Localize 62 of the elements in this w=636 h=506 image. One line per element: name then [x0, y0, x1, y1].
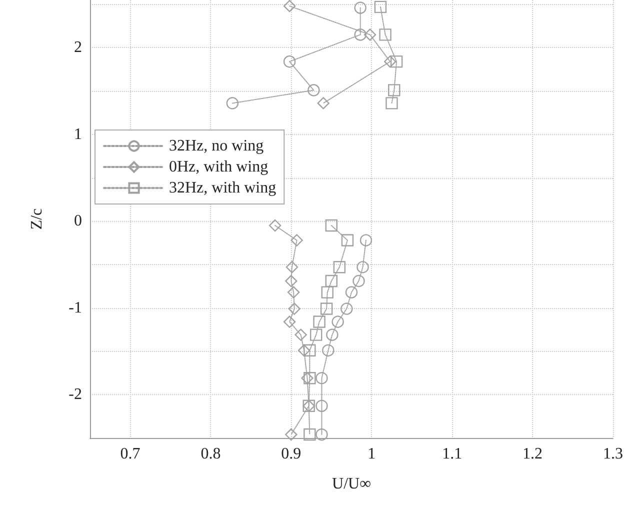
x-tick-label: 1.1: [442, 446, 462, 462]
point: [341, 234, 354, 246]
point: [390, 55, 403, 68]
point: [304, 372, 316, 384]
point: [285, 274, 298, 288]
point: [322, 344, 334, 356]
y-tick-label: -1: [68, 299, 82, 316]
point: [310, 328, 322, 341]
point: [352, 274, 365, 288]
point: [321, 286, 334, 298]
point: [304, 428, 316, 441]
legend-label: 0Hz, with wing: [169, 158, 268, 176]
point: [290, 234, 303, 246]
point: [294, 328, 307, 341]
point: [345, 286, 358, 298]
y-axis-title: Z/c: [28, 208, 46, 230]
point: [354, 28, 366, 41]
x-tick-label: 0.8: [200, 446, 221, 462]
point: [388, 84, 400, 96]
point: [360, 234, 372, 246]
point: [325, 219, 338, 232]
y-tick-label: 0: [74, 212, 82, 230]
point: [285, 428, 298, 441]
point: [317, 97, 330, 110]
point: [283, 0, 296, 12]
point: [304, 344, 316, 356]
point: [313, 316, 326, 328]
point: [288, 302, 300, 315]
point: [356, 261, 369, 274]
x-tick-label: 0.9: [281, 446, 302, 462]
y-tick-label: 1: [74, 126, 82, 143]
point: [374, 0, 387, 14]
y-tick-label: 2: [74, 39, 82, 56]
point: [340, 302, 353, 315]
point: [308, 84, 320, 96]
point: [379, 28, 392, 41]
point: [316, 428, 328, 441]
x-tick-label: 1.3: [603, 446, 623, 462]
x-axis-title: U/U∞: [332, 476, 371, 492]
point: [384, 55, 396, 68]
y-tick-label: -2: [68, 386, 82, 404]
point: [316, 400, 328, 412]
point: [326, 328, 338, 341]
legend-label: 32Hz, no wing: [169, 138, 264, 154]
point: [386, 97, 398, 110]
point: [286, 261, 298, 274]
x-tick-label: 1.2: [522, 446, 543, 462]
point: [325, 274, 338, 288]
point: [332, 316, 344, 328]
point: [283, 55, 296, 68]
point: [283, 316, 296, 328]
x-tick-label: 1: [368, 446, 376, 462]
point: [268, 219, 282, 232]
point: [354, 2, 366, 14]
legend-label: 32Hz, with wing: [169, 180, 276, 196]
point: [226, 97, 239, 110]
point: [287, 286, 300, 298]
point: [320, 302, 333, 315]
x-tick-label: 0.7: [120, 446, 140, 462]
point: [298, 344, 310, 356]
point: [316, 372, 328, 384]
point: [333, 261, 346, 274]
